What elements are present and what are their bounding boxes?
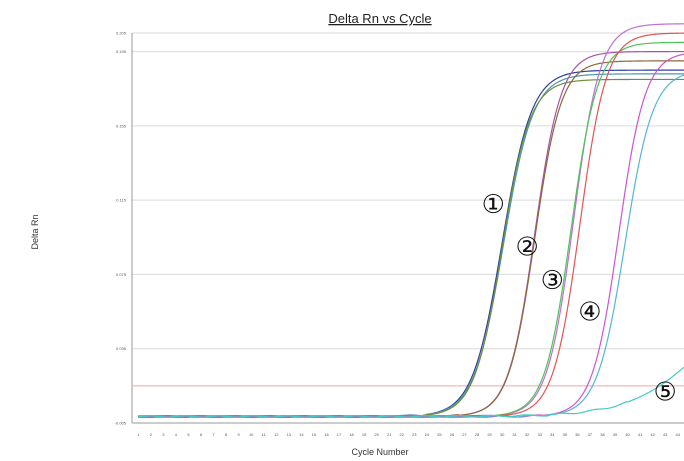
x-axis-label: Cycle Number — [351, 447, 408, 457]
x-tick-label: 7 — [212, 432, 215, 437]
y-tick-label: 0.205 — [116, 31, 127, 36]
x-tick-label: 36 — [575, 432, 580, 437]
x-tick-label: 13 — [287, 432, 292, 437]
chart-title: Delta Rn vs Cycle — [328, 11, 431, 26]
curve-marker: ① — [482, 190, 505, 220]
x-tick-label: 31 — [512, 432, 517, 437]
x-tick-label: 39 — [613, 432, 618, 437]
x-tick-label: 6 — [200, 432, 203, 437]
x-tick-label: 15 — [312, 432, 317, 437]
x-tick-label: 21 — [387, 432, 392, 437]
series-line — [138, 366, 684, 418]
x-tick-label: 41 — [638, 432, 643, 437]
series-line — [138, 69, 684, 418]
x-tick-label: 8 — [225, 432, 228, 437]
x-tick-label: 12 — [274, 432, 279, 437]
x-tick-label: 34 — [550, 432, 555, 437]
x-tick-label: 27 — [462, 432, 467, 437]
y-tick-label: 0.155 — [116, 123, 127, 128]
x-tick-label: 44 — [676, 432, 681, 437]
series-line — [138, 60, 684, 418]
x-tick-label: 23 — [412, 432, 417, 437]
y-axis-label: Delta Rn — [30, 214, 40, 249]
x-tick-label: 32 — [525, 432, 530, 437]
x-tick-label: 35 — [563, 432, 568, 437]
x-tick-label: 10 — [249, 432, 254, 437]
curve-marker: ④ — [578, 298, 601, 328]
x-tick-label: 38 — [600, 432, 605, 437]
series-line — [138, 74, 684, 418]
x-tick-label: 28 — [475, 432, 480, 437]
x-tick-label: 14 — [299, 432, 304, 437]
y-tick-label: 0.075 — [116, 272, 127, 277]
series-line — [138, 78, 684, 418]
x-tick-label: 9 — [238, 432, 241, 437]
x-tick-label: 24 — [425, 432, 430, 437]
x-tick-label: 19 — [362, 432, 367, 437]
y-tick-label: 0.195 — [116, 49, 127, 54]
x-tick-label: 20 — [374, 432, 379, 437]
x-tick-label: 37 — [588, 432, 593, 437]
curve-marker: ③ — [541, 266, 564, 296]
x-tick-label: 26 — [450, 432, 455, 437]
x-tick-label: 30 — [500, 432, 505, 437]
x-tick-label: 40 — [625, 432, 630, 437]
x-tick-label: 42 — [650, 432, 655, 437]
series-line — [138, 53, 684, 418]
x-tick-label: 4 — [175, 432, 178, 437]
x-tick-label: 11 — [262, 432, 267, 437]
x-tick-label: 1 — [137, 432, 140, 437]
x-tick-label: 16 — [324, 432, 329, 437]
x-tick-label: 22 — [400, 432, 405, 437]
x-tick-label: 3 — [162, 432, 165, 437]
x-tick-label: 43 — [663, 432, 668, 437]
y-tick-label: 0.035 — [116, 346, 127, 351]
x-tick-label: 5 — [187, 432, 190, 437]
y-tick-label: 0.115 — [116, 198, 126, 203]
x-tick-label: 2 — [150, 432, 153, 437]
x-tick-label: 18 — [349, 432, 354, 437]
x-tick-label: 33 — [538, 432, 543, 437]
y-tick-label: -0.005 — [115, 421, 127, 426]
curve-marker: ② — [516, 233, 539, 263]
x-tick-label: 17 — [337, 432, 342, 437]
x-tick-label: 29 — [487, 432, 492, 437]
curve-marker: ⑤ — [654, 377, 677, 407]
x-tick-label: 25 — [437, 432, 442, 437]
